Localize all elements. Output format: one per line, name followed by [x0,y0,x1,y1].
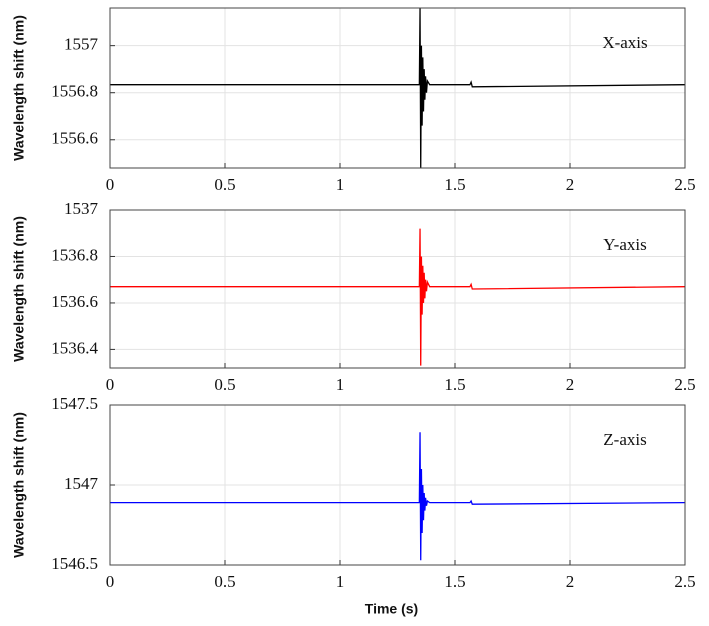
x-tick-label: 1 [336,375,345,394]
y-tick-label: 1547 [64,474,99,493]
annotation: Z-axis [603,430,646,449]
y-tick-label: 1536.8 [51,245,98,264]
axes-frame [109,404,686,566]
plot-area [110,8,685,168]
x-tick-label: 0 [106,375,115,394]
y-tick-label: 1557 [64,35,99,54]
x-tick-label: 1 [336,572,345,591]
y-tick-label: 1537 [64,199,99,218]
y-tick-label: 1536.4 [51,338,98,357]
y-tick-label: 1536.6 [51,292,98,311]
x-tick-label: 1.5 [444,375,465,394]
annotation: X-axis [602,33,647,52]
y-tick-label: 1556.8 [51,82,98,101]
x-axis-label: Time (s) [365,601,418,617]
x-tick-label: 0 [106,572,115,591]
x-tick-label: 2 [566,572,575,591]
x-tick-label: 0 [106,175,115,194]
y-axis-label: Wavelength shift (nm) [11,412,27,558]
x-tick-label: 1.5 [444,572,465,591]
data-line [110,432,686,561]
x-tick-label: 2.5 [674,375,695,394]
y-tick-label: 1556.6 [51,129,98,148]
x-tick-label: 2 [566,175,575,194]
x-tick-label: 0.5 [214,175,235,194]
x-tick-label: 1 [336,175,345,194]
y-axis-label: Wavelength shift (nm) [11,216,27,362]
data-line [110,228,686,366]
axes-frame [109,7,686,169]
x-tick-label: 2 [566,375,575,394]
plot-area [110,210,685,368]
x-tick-label: 2.5 [674,175,695,194]
y-tick-label: 1546.5 [51,554,98,573]
axes-frame [109,209,686,369]
x-tick-label: 1.5 [444,175,465,194]
data-line [110,7,686,169]
x-tick-label: 2.5 [674,572,695,591]
y-tick-label: 1547.5 [51,394,98,413]
y-axis-label: Wavelength shift (nm) [11,15,27,161]
annotation: Y-axis [603,235,646,254]
x-tick-label: 0.5 [214,375,235,394]
x-tick-label: 0.5 [214,572,235,591]
